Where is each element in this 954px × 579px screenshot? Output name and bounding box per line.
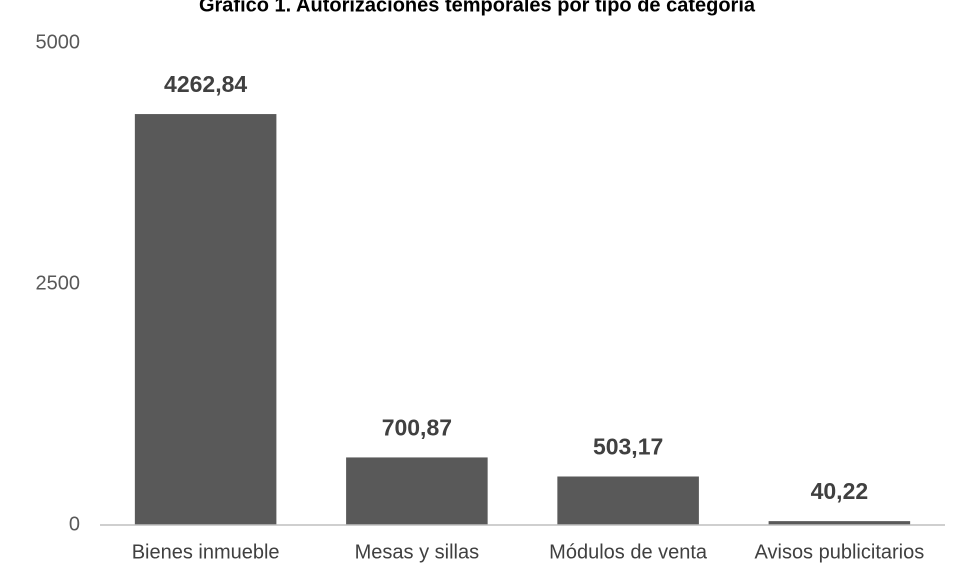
y-tick-label: 0	[69, 513, 80, 535]
chart-title: Gráfico 1. Autorizaciones temporales por…	[199, 0, 756, 16]
value-label: 503,17	[593, 434, 663, 460]
y-tick-label: 2500	[36, 272, 81, 294]
value-label: 4262,84	[164, 71, 247, 97]
bar	[557, 476, 699, 525]
value-label: 700,87	[382, 415, 452, 441]
bar	[134, 114, 277, 525]
bar	[346, 457, 488, 525]
x-tick-label: Mesas y sillas	[355, 541, 479, 563]
x-tick-label: Módulos de venta	[549, 541, 708, 563]
y-tick-label: 5000	[36, 31, 81, 53]
value-label: 40,22	[811, 478, 869, 504]
x-tick-label: Bienes inmueble	[132, 541, 280, 563]
x-tick-label: Avisos publicitarios	[755, 541, 925, 563]
bar	[768, 521, 911, 525]
